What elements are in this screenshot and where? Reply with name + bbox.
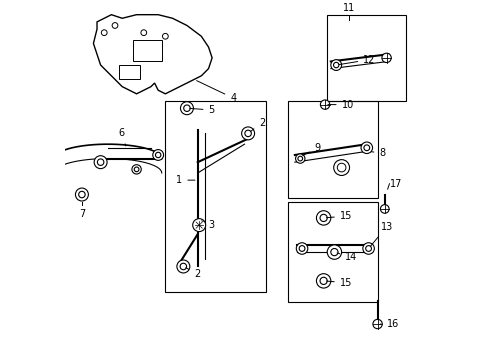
- Circle shape: [97, 159, 103, 165]
- Circle shape: [333, 62, 338, 68]
- Text: 1: 1: [176, 175, 195, 185]
- Circle shape: [141, 30, 146, 36]
- Text: 14: 14: [336, 252, 357, 262]
- Circle shape: [330, 60, 341, 71]
- Text: 9: 9: [302, 143, 320, 156]
- Bar: [287, 101, 377, 198]
- Circle shape: [296, 243, 307, 254]
- Text: 3: 3: [202, 220, 214, 230]
- Text: 8: 8: [370, 148, 385, 158]
- Circle shape: [330, 248, 337, 256]
- Circle shape: [365, 246, 371, 251]
- Circle shape: [362, 243, 374, 254]
- Circle shape: [192, 219, 205, 231]
- Text: 15: 15: [325, 211, 351, 221]
- Text: 4: 4: [196, 81, 236, 103]
- Circle shape: [94, 156, 107, 168]
- Text: 17: 17: [389, 179, 402, 189]
- Bar: [119, 65, 140, 80]
- Circle shape: [380, 204, 388, 213]
- Circle shape: [180, 263, 186, 270]
- Circle shape: [299, 246, 305, 251]
- Text: 2: 2: [250, 118, 264, 132]
- Circle shape: [372, 319, 382, 329]
- Circle shape: [381, 53, 390, 63]
- Circle shape: [183, 105, 190, 112]
- Bar: [133, 40, 162, 62]
- Circle shape: [162, 33, 168, 39]
- Circle shape: [155, 152, 161, 158]
- Bar: [326, 15, 406, 101]
- Text: 16: 16: [380, 319, 398, 329]
- Text: 10: 10: [327, 100, 353, 109]
- Text: 15: 15: [325, 278, 351, 288]
- Circle shape: [333, 159, 349, 175]
- Circle shape: [316, 211, 330, 225]
- Circle shape: [101, 30, 107, 36]
- Circle shape: [295, 154, 305, 163]
- Text: 12: 12: [338, 55, 375, 65]
- Circle shape: [297, 156, 302, 161]
- Circle shape: [152, 149, 163, 160]
- Circle shape: [360, 142, 372, 153]
- Circle shape: [319, 277, 326, 284]
- Circle shape: [177, 260, 189, 273]
- Circle shape: [112, 23, 118, 28]
- Circle shape: [316, 274, 330, 288]
- Text: 13: 13: [369, 222, 392, 246]
- Circle shape: [132, 165, 141, 174]
- Text: 6: 6: [119, 129, 125, 146]
- Circle shape: [134, 167, 139, 172]
- Circle shape: [363, 145, 369, 150]
- Bar: [287, 202, 377, 302]
- Circle shape: [244, 130, 251, 137]
- Circle shape: [241, 127, 254, 140]
- Circle shape: [180, 102, 193, 115]
- Text: 7: 7: [79, 209, 85, 219]
- Circle shape: [326, 245, 341, 259]
- Bar: [165, 101, 265, 292]
- Text: 11: 11: [342, 3, 354, 13]
- Circle shape: [319, 214, 326, 221]
- Text: 2: 2: [185, 268, 200, 279]
- Circle shape: [75, 188, 88, 201]
- Circle shape: [79, 191, 85, 198]
- Circle shape: [320, 100, 329, 109]
- Text: 5: 5: [189, 105, 214, 115]
- Circle shape: [337, 163, 345, 172]
